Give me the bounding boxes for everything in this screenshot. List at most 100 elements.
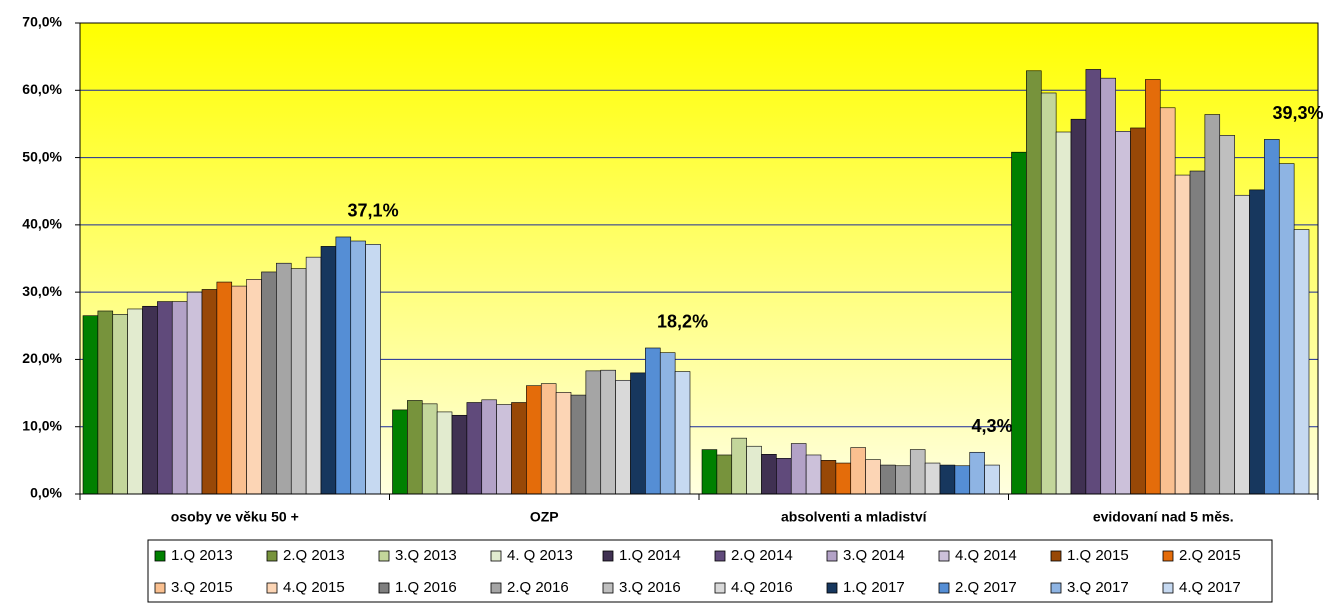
- y-tick-label: 70,0%: [22, 14, 62, 30]
- legend-swatch: [154, 550, 166, 562]
- legend-swatch: [490, 582, 502, 594]
- bar: [1204, 114, 1221, 495]
- legend-label: 4.Q 2015: [283, 579, 345, 596]
- legend-swatch: [714, 582, 726, 594]
- bar: [142, 305, 158, 495]
- legend-swatch: [826, 550, 838, 562]
- bar: [127, 308, 143, 495]
- bar: [585, 370, 602, 495]
- legend-swatch: [1162, 582, 1174, 594]
- data-label: 18,2%: [657, 312, 708, 332]
- bar: [1278, 163, 1295, 495]
- legend-label: 4.Q 2017: [1179, 579, 1241, 596]
- bar: [112, 314, 128, 495]
- bar: [540, 383, 557, 495]
- bar: [776, 458, 792, 495]
- bar: [335, 236, 352, 495]
- x-tick-label: absolventi a mladiství: [781, 509, 928, 525]
- bar: [716, 454, 733, 495]
- bar: [526, 385, 542, 495]
- bar: [451, 414, 468, 495]
- legend-label: 1.Q 2015: [1067, 547, 1129, 564]
- bar: [1055, 131, 1072, 495]
- bar: [365, 244, 381, 495]
- legend-swatch: [938, 550, 950, 562]
- bar: [246, 279, 262, 495]
- legend-swatch: [266, 582, 278, 594]
- x-tick-label: evidovaní nad 5 měs.: [1093, 509, 1234, 525]
- bar: [421, 403, 438, 495]
- legend-label: 1.Q 2017: [843, 579, 905, 596]
- bar: [290, 268, 307, 495]
- bar: [1234, 194, 1250, 495]
- bar: [1159, 107, 1176, 495]
- legend-label: 3.Q 2017: [1067, 579, 1129, 596]
- data-label: 4,3%: [972, 416, 1013, 436]
- bar: [171, 301, 188, 495]
- bar: [880, 464, 896, 495]
- bar: [895, 465, 911, 495]
- legend-label: 2.Q 2016: [507, 579, 569, 596]
- plot-border: [79, 22, 1319, 495]
- legend-swatch: [490, 550, 502, 562]
- y-tick-label: 10,0%: [22, 417, 62, 433]
- legend-label: 2.Q 2015: [1179, 547, 1241, 564]
- bar: [481, 399, 497, 495]
- bar: [865, 459, 881, 495]
- data-label: 39,3%: [1272, 103, 1323, 123]
- bar: [350, 240, 366, 495]
- bar: [466, 402, 483, 495]
- bar: [1115, 131, 1131, 495]
- bar: [305, 256, 322, 495]
- bar: [1040, 92, 1057, 495]
- bar: [392, 409, 408, 495]
- legend-swatch: [266, 550, 278, 562]
- bar: [909, 449, 926, 495]
- bar: [1189, 170, 1206, 495]
- bar: [570, 394, 587, 495]
- y-tick-label: 50,0%: [22, 148, 62, 164]
- bar: [436, 411, 453, 495]
- y-tick-label: 0,0%: [30, 485, 62, 501]
- legend-label: 3.Q 2013: [395, 547, 457, 564]
- legend-swatch: [602, 582, 614, 594]
- bar: [276, 262, 292, 495]
- bar: [615, 379, 631, 495]
- bar: [511, 402, 527, 495]
- bar: [1130, 127, 1146, 495]
- bar: [1249, 189, 1265, 495]
- bar: [954, 465, 971, 495]
- x-tick-label: OZP: [530, 509, 559, 525]
- y-tick-label: 30,0%: [22, 283, 62, 299]
- bar: [97, 310, 114, 495]
- bar: [731, 437, 747, 495]
- legend-label: 4. Q 2013: [507, 547, 573, 564]
- bar: [231, 285, 247, 495]
- bar: [746, 445, 762, 495]
- legend-swatch: [1162, 550, 1174, 562]
- legend-label: 2.Q 2013: [283, 547, 345, 564]
- bar: [261, 271, 277, 495]
- legend-label: 1.Q 2016: [395, 579, 457, 596]
- legend-label: 1.Q 2014: [619, 547, 681, 564]
- bar: [186, 291, 203, 495]
- legend-swatch: [1050, 582, 1062, 594]
- legend-swatch: [602, 550, 614, 562]
- bar: [216, 281, 233, 495]
- bar: [674, 371, 691, 495]
- bar: [701, 449, 718, 495]
- bar: [600, 369, 616, 495]
- legend-swatch: [378, 582, 390, 594]
- bar: [939, 464, 956, 495]
- bar: [1011, 151, 1027, 495]
- bar: [984, 464, 1000, 495]
- y-tick-label: 60,0%: [22, 81, 62, 97]
- bar: [1293, 229, 1310, 495]
- bar: [320, 246, 337, 495]
- legend-label: 4.Q 2016: [731, 579, 793, 596]
- legend-label: 3.Q 2016: [619, 579, 681, 596]
- bar: [969, 451, 985, 495]
- bar: [790, 443, 807, 495]
- bar: [1219, 135, 1235, 495]
